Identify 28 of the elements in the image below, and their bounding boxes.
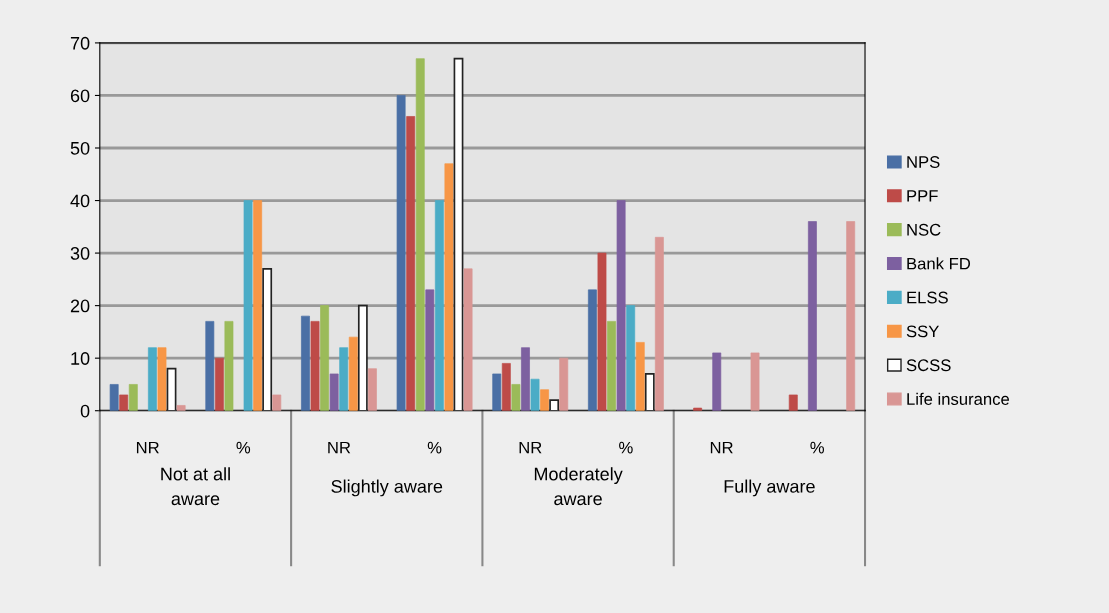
x-tick-label: %	[810, 441, 825, 454]
legend-label: ELSS	[907, 291, 948, 304]
text: Moderately aware	[534, 467, 623, 506]
y-tick-label: 30	[70, 247, 90, 260]
legend-label: NSC	[907, 223, 941, 236]
x-tick-label: %	[427, 441, 442, 454]
y-tick-label: 70	[70, 36, 90, 50]
legend-label: Bank FD	[907, 257, 971, 270]
x-tick-label: %	[619, 441, 633, 454]
x-tick-label: NR	[519, 441, 542, 454]
legend-label: SSY	[906, 325, 939, 338]
legend-label: SCSS	[906, 359, 951, 372]
legend-label: NPS	[907, 156, 940, 168]
x-tick-label: NR	[136, 441, 159, 454]
y-tick-label: 0	[80, 404, 90, 418]
y-tick-label: 50	[70, 141, 90, 155]
text: Not at all aware	[161, 467, 230, 506]
x-tick-label: %	[236, 441, 251, 454]
x-tick-label: NR	[710, 441, 733, 454]
x-tick-label: NR	[328, 441, 351, 454]
legend-label: PPF	[907, 190, 938, 202]
y-tick-label: 20	[70, 299, 90, 313]
y-tick-label: 60	[70, 89, 90, 103]
y-tick-label: 10	[71, 352, 90, 365]
text: Slightly aware	[331, 479, 443, 497]
text: Fully aware	[724, 479, 815, 497]
y-tick-label: 40	[70, 194, 90, 208]
legend-label: Life insurance	[907, 392, 1010, 405]
